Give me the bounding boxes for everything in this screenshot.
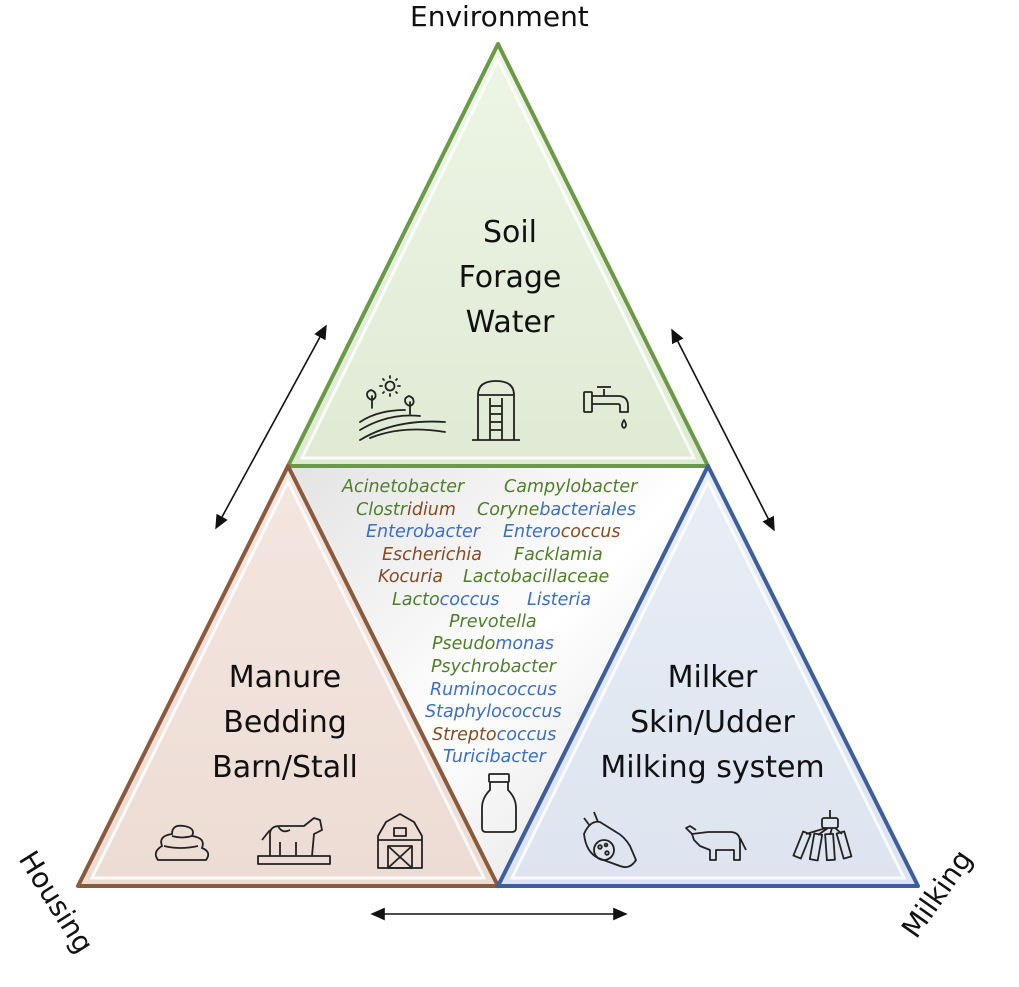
- bacteria-name: Listeria: [527, 590, 591, 610]
- bacteria-name-part: Lacto: [392, 590, 440, 610]
- farm-field-icon: [359, 375, 446, 441]
- arrow-environment-milking: [671, 328, 775, 532]
- environment-line: Forage: [458, 260, 562, 295]
- bacteria-name: Ruminococcus: [430, 680, 557, 700]
- environment-sources: Soil Forage Water: [390, 210, 630, 345]
- housing-sources: Manure Bedding Barn/Stall: [170, 655, 400, 790]
- environment-line: Water: [465, 305, 555, 340]
- bacteria-name-part: Prevotella: [449, 612, 537, 632]
- barn-icon: [377, 813, 423, 869]
- bacteria-name: Escherichia: [382, 545, 482, 565]
- bacteria-name: Prevotella: [449, 612, 537, 632]
- bacteria-name-part: Coryne: [477, 500, 540, 520]
- bacteria-name: Kocuria: [378, 567, 443, 587]
- milking-line: Milking system: [600, 750, 825, 785]
- bacteria-name-part: Psychrobacter: [431, 657, 556, 677]
- bacteria-name: Enterococcus: [503, 522, 620, 542]
- bacteria-name-part: Entero: [503, 522, 561, 542]
- bacteria-name-part: Pseudo: [432, 634, 496, 654]
- bacteria-name-part: coccus: [439, 590, 500, 610]
- milk-bottle-icon: [481, 773, 517, 833]
- milking-sources: Milker Skin/Udder Milking system: [590, 655, 835, 790]
- bacteria-name-part: Kocuria: [378, 567, 444, 587]
- bacteria-name-part: Lactobacillaceae: [463, 567, 610, 587]
- bacteria-name: Campylobacter: [504, 477, 637, 497]
- cow-on-bedding-icon: [257, 817, 331, 865]
- arrow-environment-housing: [215, 324, 327, 530]
- bacteria-name: Clostridium: [356, 500, 456, 520]
- bacteria-name: Lactococcus: [392, 590, 499, 610]
- bacteria-name-part: Strepto: [432, 725, 497, 745]
- bacteria-name-part: Escherichia: [382, 545, 483, 565]
- bacteria-name: Acinetobacter: [342, 477, 464, 497]
- bacteria-name-part: bacteriales: [539, 500, 636, 520]
- bacteria-name-part: Listeria: [527, 590, 592, 610]
- silo-icon: [472, 380, 520, 441]
- bacteria-name: Turicibacter: [443, 747, 546, 767]
- hand-bacteria-icon: [583, 811, 637, 869]
- bacteria-name-part: coccus: [560, 522, 621, 542]
- housing-line: Barn/Stall: [212, 750, 358, 785]
- bacteria-name-part: Ruminococcus: [430, 680, 557, 700]
- bacteria-name: Corynebacteriales: [477, 500, 636, 520]
- bacteria-name-part: Facklamia: [514, 545, 603, 565]
- milking-line: Skin/Udder: [630, 705, 795, 740]
- bacteria-name-part: coccus: [496, 725, 557, 745]
- water-tap-icon: [583, 386, 629, 429]
- bacteria-name-part: Acinetobacter: [342, 477, 465, 497]
- manure-icon: [154, 824, 210, 861]
- housing-line: Bedding: [223, 705, 347, 740]
- environment-line: Soil: [482, 215, 538, 250]
- cow-icon: [685, 825, 747, 861]
- bacteria-name: Enterobacter: [366, 522, 480, 542]
- bacteria-name-part: Campylobacter: [504, 477, 638, 497]
- corner-label-environment: Environment: [410, 0, 589, 33]
- bacteria-name-part: Enterobacter: [366, 522, 480, 542]
- milking-cluster-icon: [792, 810, 853, 862]
- housing-triangle: [76, 464, 500, 888]
- housing-line: Manure: [228, 660, 342, 695]
- bacteria-name-part: idium: [406, 500, 456, 520]
- environment-triangle: [286, 42, 710, 468]
- milking-line: Milker: [667, 660, 758, 695]
- bacteria-name-part: Staphylococcus: [425, 702, 562, 722]
- bacteria-name: Pseudomonas: [432, 634, 554, 654]
- bacteria-name: Staphylococcus: [425, 702, 562, 722]
- milking-triangle: [496, 464, 920, 888]
- bacteria-name: Psychrobacter: [431, 657, 556, 677]
- bacteria-name-part: Clostr: [356, 500, 407, 520]
- bacteria-name: Streptococcus: [432, 725, 556, 745]
- bacteria-name-part: Turicibacter: [443, 747, 546, 767]
- bacteria-name-part: monas: [495, 634, 555, 654]
- bacteria-name: Facklamia: [514, 545, 603, 565]
- bacteria-name: Lactobacillaceae: [463, 567, 609, 587]
